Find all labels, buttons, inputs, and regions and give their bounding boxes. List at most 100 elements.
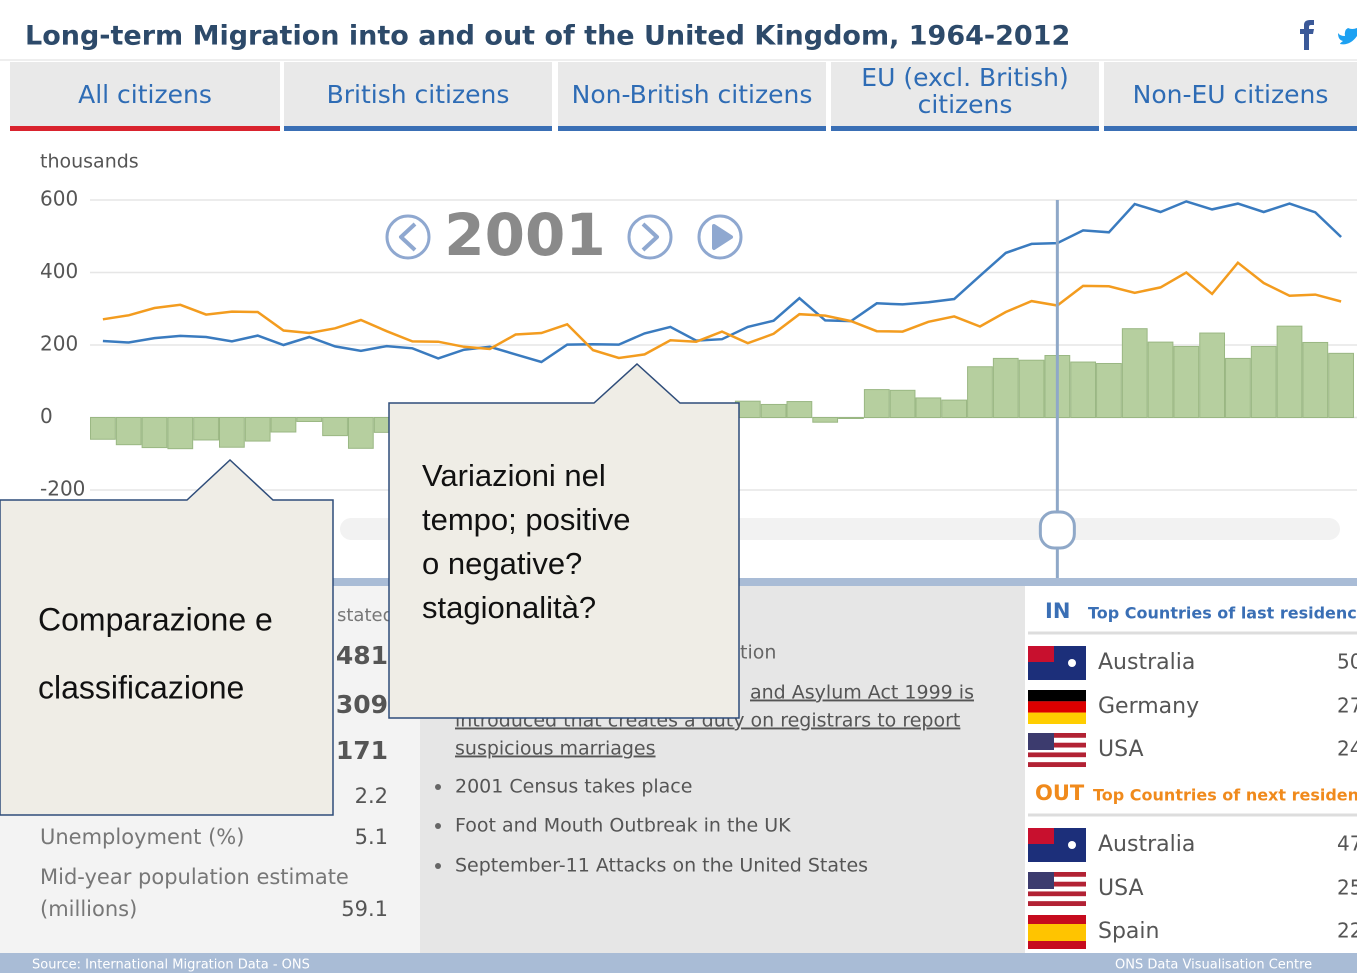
stats-heading: stated [337, 605, 394, 626]
bar [760, 403, 787, 419]
facebook-icon[interactable] [1300, 20, 1314, 50]
flag [1028, 690, 1086, 702]
event-text: Foot and Mouth Outbreak in the UK [455, 815, 791, 837]
stat-value: 59.1 [341, 897, 388, 921]
bar [218, 417, 245, 448]
tab[interactable] [558, 62, 826, 130]
tab-label: citizens [918, 90, 1013, 119]
flag-star [1068, 841, 1076, 849]
next-button[interactable] [627, 214, 673, 260]
bullet [435, 784, 441, 790]
bar [90, 417, 116, 440]
prev-button[interactable] [385, 214, 431, 260]
stat-value: 5.1 [355, 825, 388, 849]
stat-value: 481 [336, 641, 388, 670]
country-value: 47 [1337, 832, 1357, 856]
bar [347, 417, 374, 449]
flag [1028, 886, 1086, 892]
bar [1147, 341, 1174, 419]
flag-canton [1028, 872, 1054, 889]
play-button-arrow[interactable] [712, 224, 733, 250]
country-value: 22 [1337, 919, 1357, 943]
page-title: Long-term Migration into and out of the … [25, 21, 1070, 52]
stat-value: 2.2 [355, 784, 388, 808]
event-text[interactable]: suspicious marriages [455, 738, 656, 760]
event-fragment: tion [740, 642, 776, 664]
bar [167, 417, 194, 450]
flag [1028, 762, 1086, 768]
callout-box [0, 458, 334, 816]
bar [786, 401, 813, 418]
tab[interactable] [284, 62, 552, 130]
tab-label: Non-EU citizens [1133, 80, 1329, 109]
bar [915, 397, 942, 418]
flag [1028, 891, 1086, 897]
callout-text: Variazioni nel [422, 458, 606, 493]
bar [1096, 362, 1122, 418]
y-tick-label: 600 [40, 187, 78, 211]
bar [863, 389, 890, 418]
section-title: Top Countries of next residence [1093, 786, 1357, 805]
footer-bar [0, 953, 1357, 973]
footer-credit: ONS Data Visualisation Centre [1115, 958, 1312, 973]
bottom-panel: stated 481 309 171 2.2 5.1 Unemployment (%) 59.… [40, 599, 1357, 949]
twitter-icon[interactable] [1338, 28, 1357, 45]
tab-label: All citizens [78, 80, 212, 109]
flag [1028, 924, 1086, 941]
selected-year: 2001 [444, 201, 605, 269]
tab-underline [10, 126, 280, 131]
bar [1173, 345, 1200, 419]
bar [193, 417, 219, 441]
flag [1028, 872, 1086, 877]
stat-label: Mid-year population estimate [40, 865, 349, 889]
flag [1028, 881, 1086, 887]
flag [1028, 712, 1086, 724]
tab-underline [558, 126, 826, 131]
tab-underline [831, 126, 1099, 131]
country-name: Spain [1098, 919, 1159, 944]
bar [1250, 345, 1277, 419]
y-tick-label: -200 [40, 477, 85, 501]
tab-underline [1104, 126, 1357, 131]
callouts: Variazioni nel tempo; positive o negative?… [0, 362, 740, 816]
section-title: Top Countries of last residence [1088, 604, 1357, 623]
y-axis-label: thousands [40, 151, 139, 173]
tab-underline [284, 126, 552, 131]
bar [1276, 325, 1303, 418]
bar [141, 417, 168, 449]
tab[interactable] [1104, 62, 1357, 130]
tab[interactable] [831, 62, 1099, 130]
callout-box [388, 362, 740, 719]
event-text: 2001 Census takes place [455, 776, 692, 798]
callout-text: Comparazione e [38, 601, 273, 637]
callout-text: stagionalità? [422, 590, 596, 625]
event-text[interactable]: and Asylum Act 1999 is [750, 682, 974, 704]
stat-value: 309 [336, 690, 388, 719]
prev-button-arrow[interactable] [399, 222, 417, 252]
stat-value: 171 [336, 736, 388, 765]
tab-bar: All citizens British citizens Non-British … [10, 62, 1357, 131]
flag-canton [1028, 828, 1054, 844]
y-tick-label: 400 [40, 259, 78, 283]
tab[interactable] [10, 62, 280, 130]
country-value: 25 [1337, 876, 1357, 900]
country-value: 50 [1337, 650, 1357, 674]
callout-text: classificazione [38, 669, 244, 705]
country-name: USA [1098, 876, 1144, 901]
country-name: Germany [1098, 694, 1199, 719]
bar [812, 417, 839, 423]
flag [1028, 747, 1086, 753]
bar [115, 417, 142, 446]
bullet [435, 863, 441, 869]
next-button-arrow[interactable] [641, 222, 659, 252]
flag [1028, 737, 1086, 743]
line-series [102, 200, 1342, 364]
bar [1018, 359, 1045, 419]
flag-canton [1028, 733, 1054, 750]
bar [889, 389, 916, 418]
tab-label: EU (excl. British) [861, 63, 1068, 92]
country-name: Australia [1098, 832, 1195, 857]
slider-handle[interactable] [1038, 510, 1076, 550]
flag [1028, 757, 1086, 763]
